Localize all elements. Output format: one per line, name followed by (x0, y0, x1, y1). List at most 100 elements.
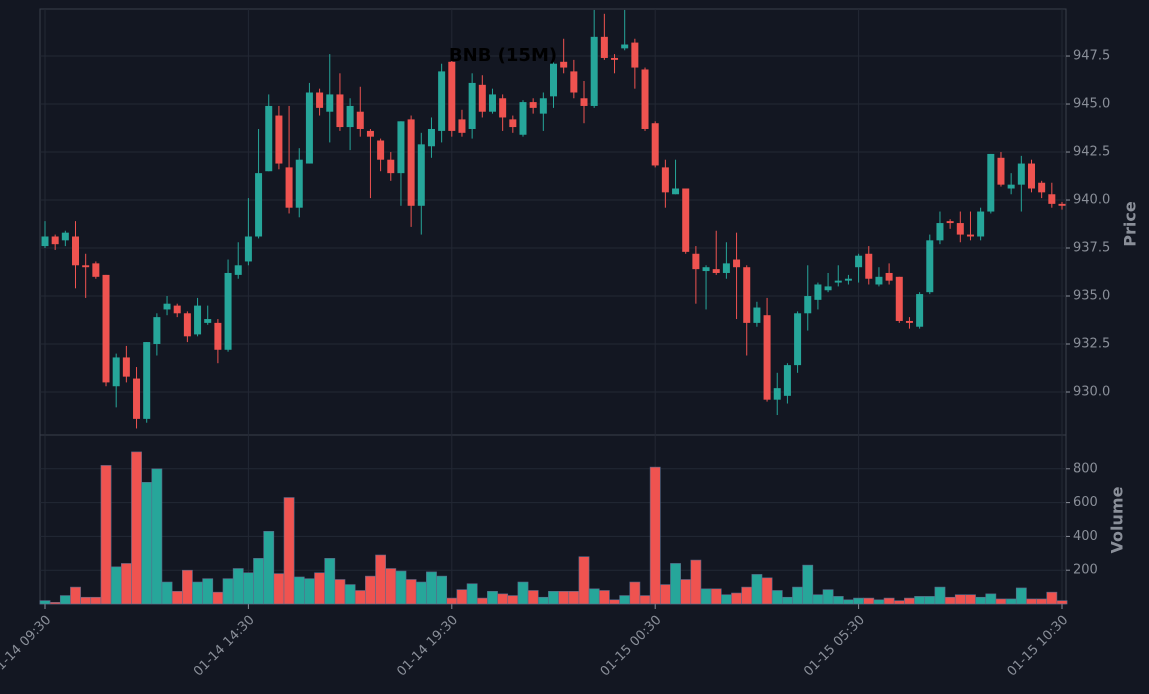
volume-bar (751, 574, 763, 605)
candle-body (682, 188, 690, 252)
volume-bar (70, 586, 81, 605)
candle-body (895, 276, 903, 321)
candle-body (336, 94, 344, 128)
candle-body (224, 272, 232, 350)
volume-bar (131, 451, 142, 605)
candle-body (214, 322, 222, 350)
candle-body (814, 284, 822, 300)
candle-body (255, 173, 263, 237)
y2-tick-label: 200 (1073, 563, 1098, 578)
candle-body (905, 320, 913, 323)
candle-body (478, 84, 486, 112)
volume-bar (405, 579, 417, 605)
candle-body (316, 92, 324, 108)
volume-bar (741, 586, 753, 605)
candle-body (916, 294, 924, 327)
volume-bar (690, 559, 702, 605)
volume-bar (1015, 587, 1027, 605)
candle-body (712, 269, 720, 273)
candle-body (407, 119, 415, 206)
volume-bar (385, 568, 397, 605)
candle-body (550, 63, 557, 97)
volume-bar (90, 596, 102, 605)
y-tick-label: 937.5 (1073, 241, 1110, 256)
volume-bar (446, 597, 458, 605)
candle-body (600, 36, 608, 58)
candle-body (82, 265, 90, 268)
candle-body (560, 61, 568, 68)
candle-body (499, 98, 507, 118)
volume-bar (415, 581, 427, 605)
volume-bar (893, 600, 905, 605)
candle-body (733, 259, 741, 268)
volume-bar (426, 571, 437, 605)
volume-bar (59, 595, 71, 605)
volume-bar (558, 591, 570, 605)
volume-bar (507, 595, 519, 605)
candle-body (702, 267, 710, 272)
volume-bar (304, 578, 315, 605)
candle-body (133, 378, 141, 419)
candle-body (244, 236, 252, 262)
candle-body (794, 313, 802, 366)
volume-bar (192, 581, 203, 605)
candle-body (936, 223, 944, 241)
candle-body (611, 57, 619, 60)
candle-body (265, 105, 273, 172)
candle-body (865, 253, 873, 279)
candle-body (356, 111, 364, 129)
volume-bar (222, 578, 234, 605)
volume-bar (792, 586, 803, 605)
y-tick-label: 942.5 (1073, 145, 1110, 160)
candle-body (804, 296, 812, 314)
volume-bar (609, 599, 620, 605)
y2-tick-label: 400 (1073, 529, 1098, 544)
candle-body (438, 71, 446, 131)
candle-body (61, 232, 69, 241)
candle-body (875, 276, 883, 285)
volume-bar (944, 596, 956, 605)
volume-bar (721, 594, 732, 605)
candle-body (539, 98, 547, 114)
volume-bar (49, 602, 61, 605)
y-tick-label: 932.5 (1073, 337, 1110, 352)
volume-bar (212, 591, 224, 605)
volume-bar (649, 466, 661, 605)
volume-bar (354, 590, 366, 605)
volume-bar (924, 596, 936, 605)
candle-body (122, 357, 130, 377)
candle-body (468, 82, 476, 129)
volume-bar (598, 590, 610, 605)
candle-body (987, 153, 995, 212)
volume-bar (334, 579, 346, 605)
candle-body (773, 388, 781, 400)
candle-body (1058, 203, 1066, 206)
volume-bar (517, 581, 529, 605)
price-axis-label: Price (1121, 201, 1140, 247)
volume-bar (324, 558, 336, 605)
volume-bar (344, 584, 356, 605)
candle-body (285, 167, 293, 208)
volume-axis-label: Volume (1108, 486, 1127, 553)
candle-body (72, 236, 80, 266)
volume-bar (1026, 598, 1037, 605)
volume-bar (934, 586, 946, 605)
volume-bar (263, 531, 275, 605)
candle-body (275, 115, 283, 164)
candle-body (763, 315, 771, 400)
volume-bar (1056, 600, 1068, 605)
volume-bar (375, 554, 386, 605)
volume-bar (171, 591, 183, 605)
candle-body (1007, 184, 1015, 189)
y-tick-label: 947.5 (1073, 49, 1110, 64)
candle-body (305, 92, 313, 164)
candle-body (417, 144, 425, 206)
candle-body (519, 102, 527, 135)
candle-body (956, 223, 964, 235)
candle-body (234, 265, 242, 275)
candle-body (92, 263, 100, 277)
volume-bar (761, 577, 773, 605)
volume-bar (39, 600, 51, 605)
volume-bar (293, 576, 305, 605)
volume-bar (181, 569, 193, 605)
